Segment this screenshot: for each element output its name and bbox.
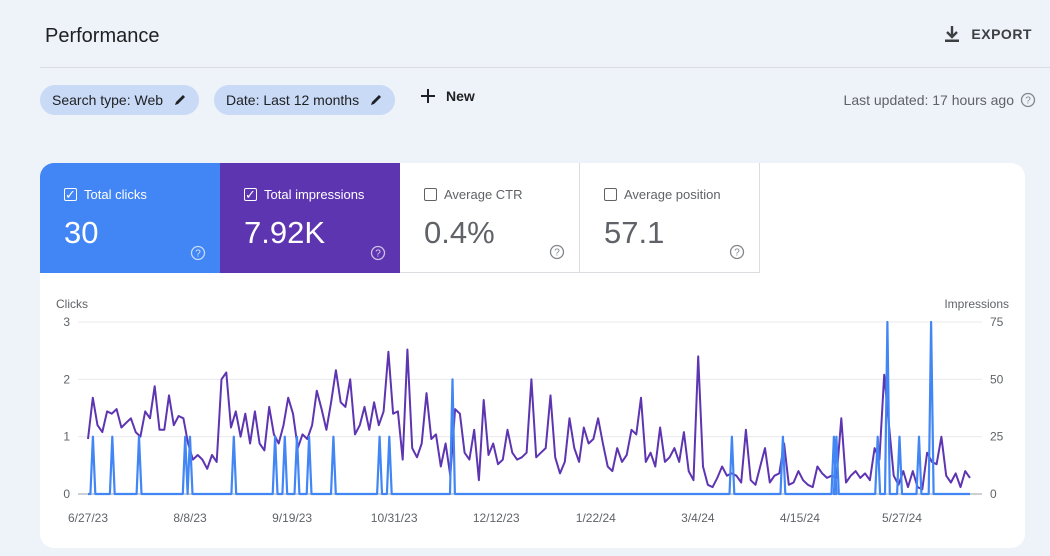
x-tick: 12/12/23 [473,511,520,525]
x-tick: 4/15/24 [780,511,820,525]
y-tick-left: 0 [63,487,70,501]
svg-text:?: ? [734,248,740,259]
search-type-filter-chip[interactable]: Search type: Web [40,85,200,115]
x-tick: 5/27/24 [882,511,922,525]
help-icon[interactable]: ? [1020,92,1036,108]
metric-average-ctr[interactable]: Average CTR 0.4% ? [400,163,580,273]
help-icon[interactable]: ? [190,245,206,261]
x-tick: 9/19/23 [272,511,312,525]
clicks-line [88,320,970,496]
metric-total-impressions[interactable]: ✓ Total impressions 7.92K ? [220,163,400,273]
search-type-label: Search type: Web [52,92,164,108]
metric-value: 30 [64,215,99,250]
x-tick: 1/22/24 [576,511,616,525]
svg-text:?: ? [554,248,560,259]
y-tick-right: 0 [990,487,997,501]
checkbox-checked-icon[interactable]: ✓ [64,186,77,202]
pencil-icon [175,95,186,105]
export-label: EXPORT [971,26,1032,42]
y-tick-right: 50 [990,372,1004,386]
metric-average-position[interactable]: Average position 57.1 ? [580,163,760,273]
header-divider [40,67,1050,68]
y-tick-left: 2 [63,372,70,386]
help-icon[interactable]: ? [729,244,745,260]
y-tick-right: 75 [990,315,1004,329]
metric-label: Total impressions [264,187,365,202]
date-filter-chip[interactable]: Date: Last 12 months [214,85,396,115]
metric-value: 7.92K [244,215,326,250]
pencil-icon [371,95,382,105]
help-icon[interactable]: ? [370,245,386,261]
metric-label: Average CTR [444,187,523,202]
page-title: Performance [45,25,160,47]
last-updated-text: Last updated: 17 hours ago [843,92,1014,108]
svg-text:?: ? [1025,96,1031,107]
x-tick: 3/4/24 [681,511,715,525]
performance-card: ✓ Total clicks 30 ? ✓ Total impressions 7.… [40,163,1025,548]
y-tick-left: 1 [63,430,70,444]
download-icon [945,26,960,42]
plus-icon [421,89,435,103]
metric-value: 0.4% [424,215,495,250]
checkbox-unchecked-icon[interactable] [604,188,617,201]
metric-label: Total clicks [84,187,147,202]
x-tick: 6/27/23 [68,511,108,525]
new-filter-button[interactable]: New [420,88,475,104]
right-axis-label: Impressions [944,297,1009,311]
new-label: New [446,88,475,104]
help-icon[interactable]: ? [549,244,565,260]
metric-total-clicks[interactable]: ✓ Total clicks 30 ? [40,163,220,273]
svg-text:?: ? [195,249,201,260]
impressions-line [87,348,971,491]
last-updated: Last updated: 17 hours ago ? [844,92,1036,108]
performance-chart[interactable]: Clicks Impressions 0 1 2 3 0 25 50 75 6/27/23 8/8… [40,273,1025,548]
y-tick-right: 25 [990,430,1004,444]
export-button[interactable]: EXPORT [943,25,1032,43]
x-tick: 10/31/23 [371,511,418,525]
metric-value: 57.1 [604,215,665,250]
y-tick-left: 3 [63,315,70,329]
x-tick: 8/8/23 [173,511,207,525]
svg-text:?: ? [375,249,381,260]
checkbox-checked-icon[interactable]: ✓ [244,186,257,202]
checkbox-unchecked-icon[interactable] [424,188,437,201]
left-axis-label: Clicks [56,297,88,311]
metric-label: Average position [624,187,721,202]
date-label: Date: Last 12 months [226,92,360,108]
